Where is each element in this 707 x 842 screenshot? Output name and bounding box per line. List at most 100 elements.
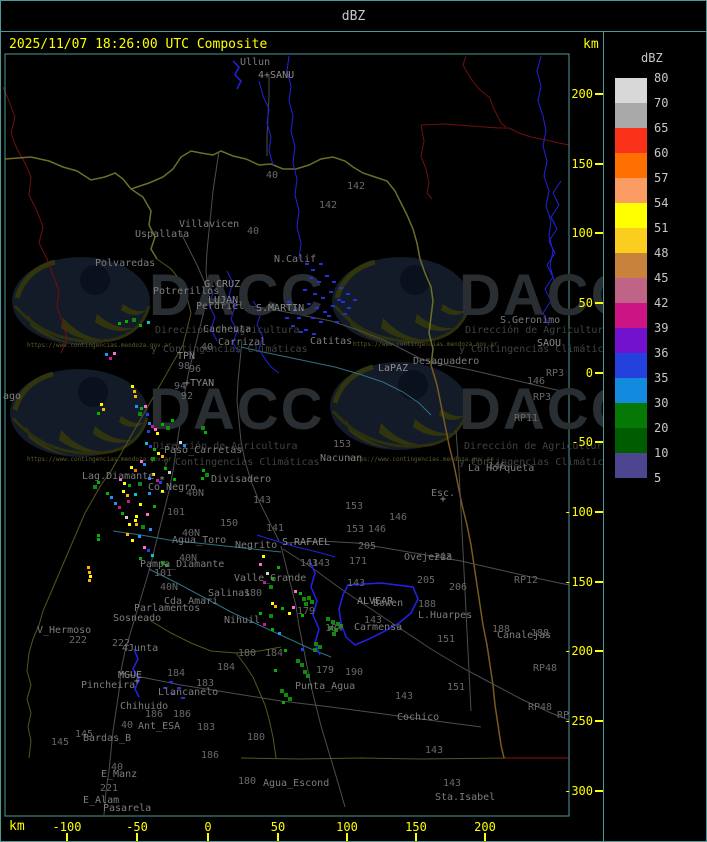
map-feature-line — [148, 568, 332, 658]
title-bar: dBZ — [1, 1, 706, 32]
wetland-mark — [287, 301, 291, 303]
watermark-url: https://www.contingencias.mendoza.gov.ar — [353, 341, 498, 348]
radar-echo — [147, 430, 150, 433]
radar-echo — [138, 535, 141, 538]
wetland-mark — [315, 307, 319, 309]
legend-band — [615, 428, 647, 453]
radar-echo — [126, 494, 129, 497]
radar-echo — [143, 546, 146, 549]
radar-echo — [277, 566, 280, 569]
map-label: 143 — [312, 558, 331, 569]
map-label: 143 — [253, 495, 272, 506]
map-label: 180 — [238, 776, 257, 787]
map-label: 190 — [345, 667, 364, 678]
legend-band — [615, 203, 647, 228]
map-label: 4Junta — [122, 643, 159, 654]
map-label: ALVEAR — [357, 596, 394, 607]
map-label: 40 — [201, 342, 214, 353]
radar-echo — [132, 318, 136, 322]
map-canvas — [2, 53, 570, 817]
radar-echo — [183, 444, 186, 447]
map-feature-line — [240, 757, 507, 760]
map-label: N.Calif — [274, 254, 317, 265]
map-label: 180 — [244, 588, 263, 599]
radar-echo — [122, 490, 125, 493]
radar-echo — [119, 478, 122, 481]
map-label: Sosneado — [113, 613, 162, 624]
map-label: MGUE — [118, 670, 143, 681]
map-label: 4+SANU — [258, 70, 295, 81]
map-label: LUJAN — [208, 295, 239, 306]
right-axis-label: -50 — [571, 435, 593, 449]
wetland-mark — [343, 313, 347, 315]
map-label: E_Manz — [101, 769, 138, 780]
radar-echo — [139, 324, 142, 327]
radar-echo — [292, 606, 295, 609]
radar-echo — [259, 612, 262, 615]
wetland-mark — [337, 299, 341, 301]
map-feature-line — [286, 55, 302, 260]
right-axis-label: 150 — [571, 157, 593, 171]
map-feature-line — [132, 648, 140, 698]
radar-echo — [301, 614, 304, 617]
map-label: 101 — [154, 568, 173, 579]
radar-echo — [131, 539, 134, 542]
map-feature-line — [420, 123, 570, 146]
bottom-axis-label: -50 — [126, 820, 148, 834]
radar-echo — [125, 320, 128, 323]
map-label: RP3 — [546, 368, 565, 379]
map-label: Negrito — [235, 540, 278, 551]
map-label: 141 — [266, 523, 285, 534]
dacc-eye-icon — [12, 257, 151, 345]
map-label: 180 — [247, 732, 266, 743]
map-label: Villavicen — [179, 219, 240, 230]
radar-echo — [165, 564, 168, 567]
map-feature-line — [430, 364, 505, 759]
radar-echo — [127, 500, 130, 503]
map-label: 143 — [300, 558, 319, 569]
right-axis-tick — [595, 511, 603, 513]
radar-echo — [339, 624, 343, 628]
radar-echo — [118, 506, 121, 509]
radar-echo — [173, 478, 176, 481]
radar-echo — [302, 597, 306, 601]
dacc-eye-logo-layer — [10, 257, 471, 457]
legend-label: 42 — [654, 296, 669, 310]
radar-echo — [147, 549, 150, 552]
watermark-line2: y Contingencias Climáticas — [459, 344, 603, 355]
radar-echo — [146, 513, 149, 516]
watermark-line2: y Contingencias Climáticas — [459, 457, 603, 468]
radar-echo — [123, 482, 126, 485]
radar-echo — [134, 395, 137, 398]
radar-echo — [202, 469, 205, 472]
right-axis-label: 200 — [571, 87, 593, 101]
wetland-mark — [169, 681, 173, 683]
wetland-mark — [346, 293, 350, 295]
map-label: Bardas_B — [83, 733, 132, 744]
bottom-axis-label: 0 — [204, 820, 212, 834]
radar-echo — [271, 602, 274, 605]
map-label: Pampa_Diamante — [140, 559, 225, 570]
radar-echo — [204, 431, 207, 434]
map-label: La Horqueta — [468, 463, 535, 474]
map-label: 179 — [316, 665, 335, 676]
map-label: Cochico — [397, 712, 440, 723]
map-label: Parlamentos — [134, 603, 201, 614]
map-feature-line — [205, 280, 218, 342]
right-axis-tick — [595, 302, 603, 304]
radar-echo — [161, 423, 164, 426]
radar-echo — [166, 426, 170, 430]
radar-echo — [134, 493, 137, 496]
timestamp: 2025/11/07 18:26:00 UTC Composite — [9, 37, 268, 52]
legend-label: 51 — [654, 221, 669, 235]
wetland-mark — [332, 281, 336, 283]
map-label: 40N — [186, 488, 205, 499]
map-label: 171 — [349, 556, 368, 567]
legend-band — [615, 103, 647, 128]
map-label: Nacunan — [320, 453, 363, 464]
map-label: 222 — [112, 638, 131, 649]
radar-echo — [274, 605, 277, 608]
km-unit-bottom: km — [9, 819, 25, 834]
map-feature-line — [180, 232, 210, 297]
